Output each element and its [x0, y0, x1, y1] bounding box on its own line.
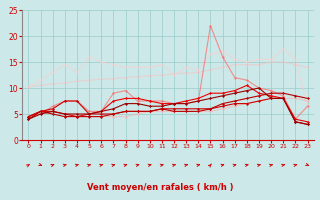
Text: Vent moyen/en rafales ( km/h ): Vent moyen/en rafales ( km/h ) [87, 183, 233, 192]
